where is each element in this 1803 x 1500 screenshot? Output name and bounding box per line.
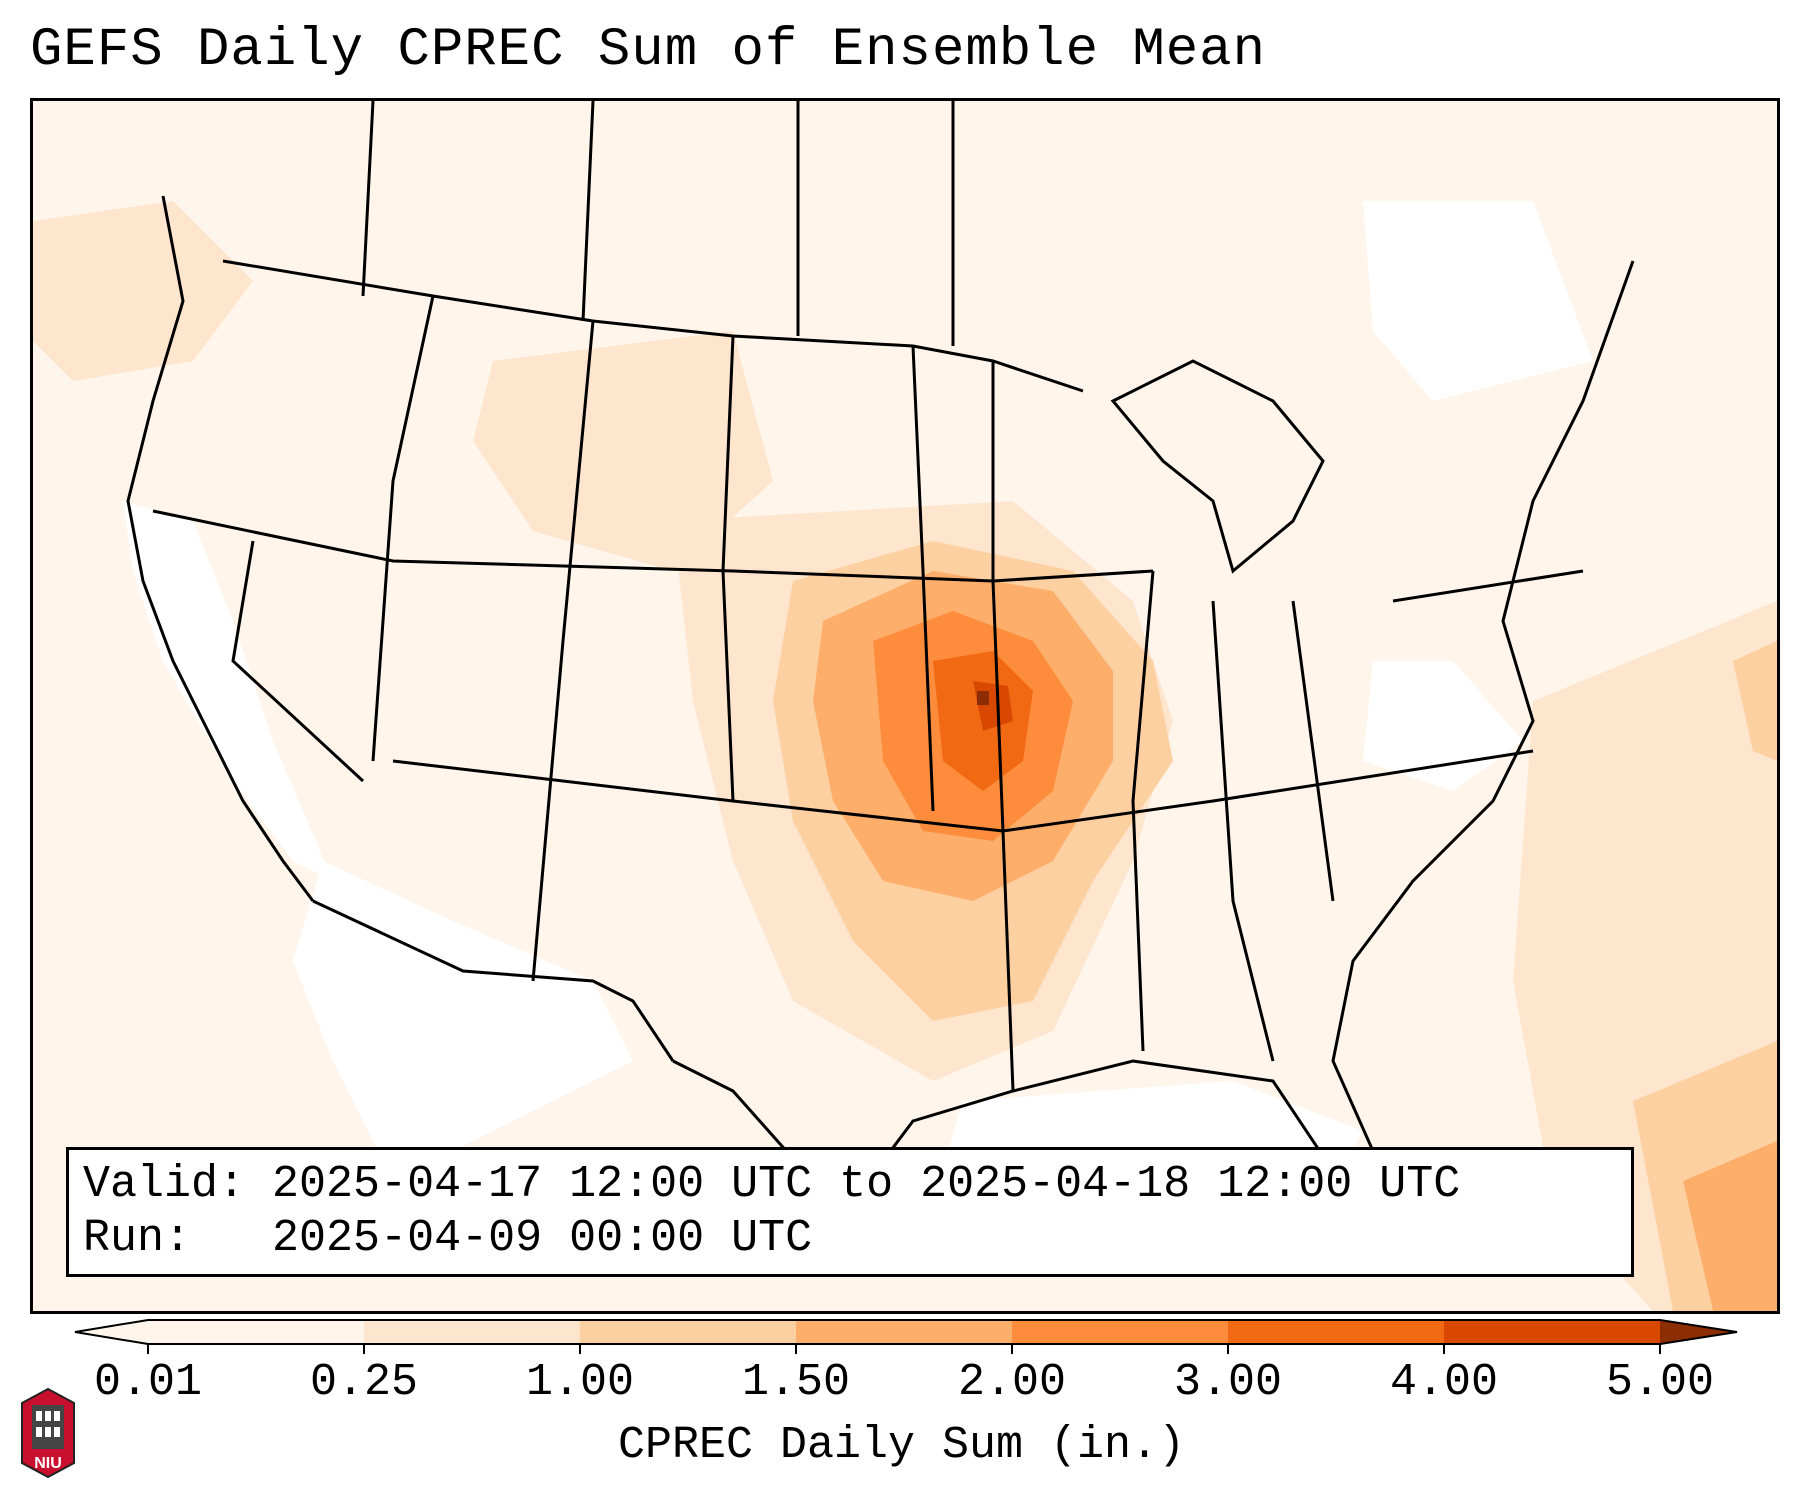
state-line-12 <box>1392 569 1584 603</box>
precip-0.25-band-rockies <box>473 331 773 571</box>
gulf-coastline <box>672 1059 1355 1203</box>
colorbar-tick-label: 4.00 <box>1389 1357 1499 1408</box>
colorbar-tick-label: 5.00 <box>1605 1357 1715 1408</box>
valid-run-info-box: Valid: 2025-04-17 12:00 UTC to 2025-04-1… <box>66 1147 1634 1277</box>
state-line-8 <box>231 540 365 783</box>
dry-region-south-ontario <box>1363 201 1593 401</box>
colorbar-tick-label: 2.00 <box>957 1357 1067 1408</box>
colorbar-ticks <box>147 1344 1661 1354</box>
colorbar-tick-label: 0.01 <box>93 1357 203 1408</box>
colorbar-segment <box>580 1320 797 1344</box>
valid-value: 2025-04-17 12:00 UTC to 2025-04-18 12:00… <box>272 1159 1461 1210</box>
state-line-4 <box>911 345 935 812</box>
colorbar-extend-high <box>1660 1320 1737 1344</box>
state-line-5 <box>991 361 1015 1092</box>
state-line-9 <box>1131 570 1155 1052</box>
mexico-border <box>312 899 675 1062</box>
boundary-lines <box>126 101 1635 1203</box>
colorbar-tick-label: 1.00 <box>525 1357 635 1408</box>
colorbar-segment <box>148 1320 365 1344</box>
colorbar-segment <box>1012 1320 1229 1344</box>
niu-logo <box>21 1387 75 1479</box>
pacific-coastline <box>126 195 315 902</box>
niu-logo-text: NIU <box>34 1455 62 1472</box>
precip-0.25-band-northwest <box>33 201 253 381</box>
dry-region-mexico <box>293 861 633 1181</box>
run-label: Run: <box>83 1213 192 1264</box>
colorbar-segment <box>796 1320 1013 1344</box>
colorbar-tick-label: 0.25 <box>309 1357 419 1408</box>
precip-1.50-band-caribbean <box>1683 1141 1777 1311</box>
colorbar-outline <box>74 1319 1738 1345</box>
precip-map <box>33 101 1777 1311</box>
state-line-1 <box>371 295 435 762</box>
state-line-2 <box>531 320 595 982</box>
canada-province-line-2 <box>581 101 595 322</box>
precip-5.00-cell <box>977 691 989 705</box>
map-panel <box>30 98 1780 1314</box>
run-value: 2025-04-09 00:00 UTC <box>272 1213 813 1264</box>
atlantic-coastline <box>1331 260 1635 1202</box>
colorbar <box>74 1319 1738 1354</box>
colorbar-segment <box>364 1320 581 1344</box>
great-lakes-outline <box>1110 359 1325 574</box>
state-line-6 <box>152 509 1154 583</box>
precip-1.00-band-atlantic-east <box>1733 641 1777 761</box>
colorbar-extend-low <box>75 1320 148 1344</box>
colorbar-tick-label: 1.50 <box>741 1357 851 1408</box>
dry-region-california <box>123 501 333 881</box>
state-line-11 <box>1291 600 1335 902</box>
colorbar-segment <box>1444 1320 1661 1344</box>
colorbar-segment <box>1228 1320 1445 1344</box>
canada-province-line-1 <box>361 101 375 297</box>
state-line-7 <box>392 749 1534 833</box>
colorbar-tick-label: 3.00 <box>1173 1357 1283 1408</box>
colorbar-label: CPREC Daily Sum (in.) <box>617 1420 1186 1471</box>
colorbar-segments <box>75 1320 1737 1344</box>
state-line-10 <box>1211 600 1275 1062</box>
map-title: GEFS Daily CPREC Sum of Ensemble Mean <box>30 20 1266 81</box>
valid-label: Valid: <box>83 1159 246 1210</box>
